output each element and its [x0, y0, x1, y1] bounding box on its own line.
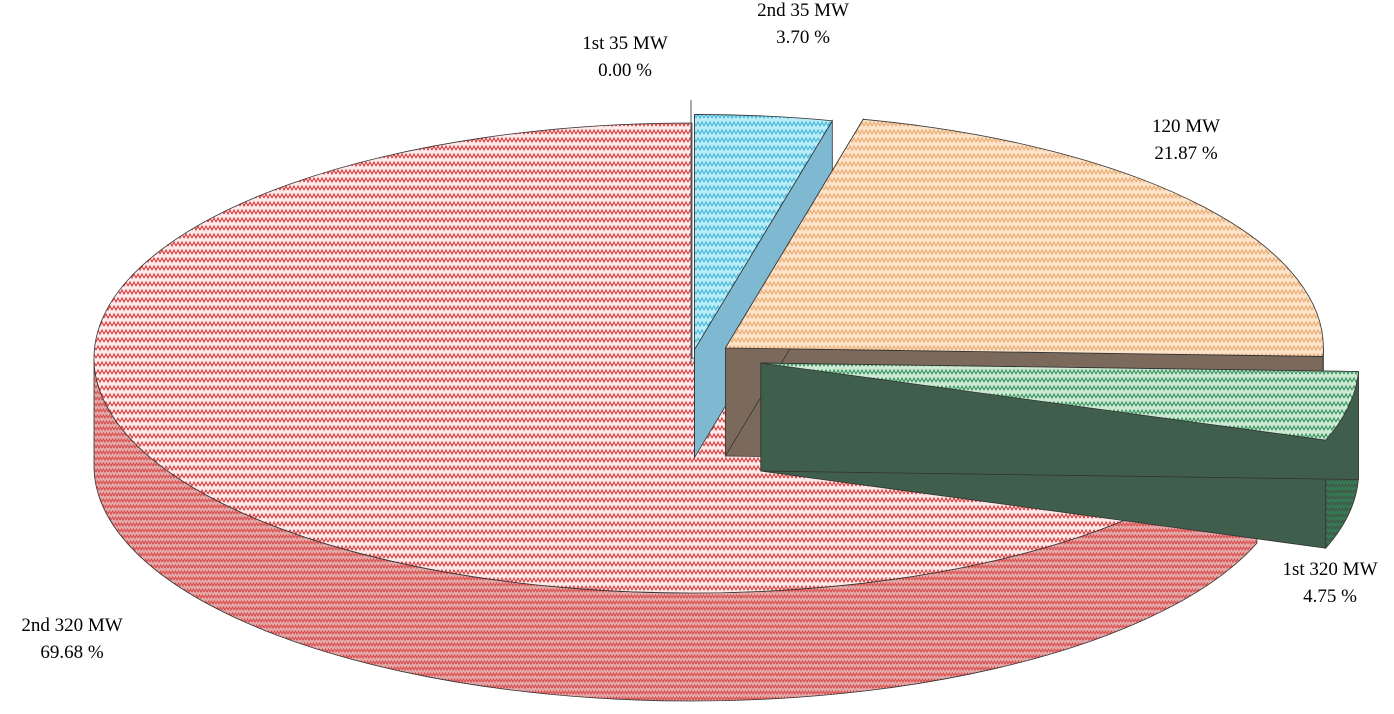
slice-top-face — [724, 118, 1324, 357]
slice-label-2nd-320mw: 2nd 320 MW 69.68 % — [21, 615, 122, 663]
slice-1st-320-mw — [760, 362, 1359, 550]
slice-label-2nd-35mw: 2nd 35 MW 3.70 % — [757, 0, 849, 48]
slice-top-face — [760, 362, 1359, 441]
slice-value-1st-35mw: 0.00 % — [598, 60, 652, 81]
slice-value-2nd-320mw: 69.68 % — [40, 642, 104, 663]
slice-name-1st-35mw: 1st 35 MW — [582, 33, 668, 54]
pie-slices — [93, 114, 1359, 702]
slice-name-2nd-35mw: 2nd 35 MW — [757, 0, 849, 21]
slice-name-1st-320mw: 1st 320 MW — [1283, 559, 1378, 580]
slice-name-2nd-320mw: 2nd 320 MW — [21, 615, 122, 636]
slice-name-120mw: 120 MW — [1152, 116, 1220, 137]
slice-top-face — [694, 114, 833, 351]
slice-label-120mw: 120 MW 21.87 % — [1152, 116, 1220, 164]
slice-label-1st-35mw: 1st 35 MW 0.00 % — [582, 33, 668, 81]
slice-value-2nd-35mw: 3.70 % — [776, 27, 830, 48]
slice-label-1st-320mw: 1st 320 MW 4.75 % — [1283, 559, 1378, 607]
slice-value-1st-320mw: 4.75 % — [1303, 586, 1357, 607]
slice-value-120mw: 21.87 % — [1154, 143, 1218, 164]
